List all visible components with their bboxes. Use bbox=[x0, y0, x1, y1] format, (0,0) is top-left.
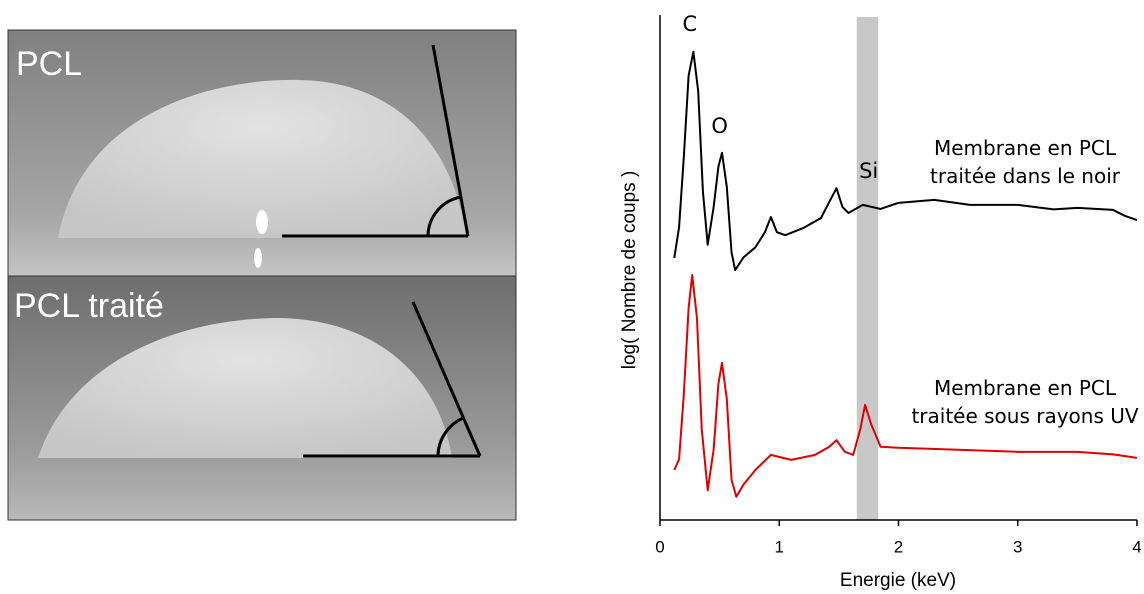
photo-pcl: PCL bbox=[7, 29, 517, 277]
peak-label: Si bbox=[859, 159, 878, 183]
panel-label: PCL bbox=[16, 45, 82, 83]
y-axis-label: log( Nombre de coups ) bbox=[619, 171, 640, 370]
x-tick-label: 0 bbox=[655, 537, 664, 556]
shaded-band bbox=[856, 17, 879, 520]
x-axis-label: Energie (keV) bbox=[840, 570, 956, 591]
x-tick-label: 2 bbox=[894, 537, 903, 556]
spectrum-line bbox=[673, 50, 1138, 272]
peak-label: O bbox=[711, 114, 728, 138]
x-tick-label: 4 bbox=[1132, 537, 1141, 556]
peak-label: C bbox=[682, 12, 697, 36]
spectrum-line bbox=[673, 274, 1138, 498]
panel-label: PCL traité bbox=[14, 287, 164, 325]
photo-pcl-traite: PCL traité bbox=[7, 275, 517, 521]
series-label: Membrane en PCL traitée dans le noir bbox=[930, 136, 1120, 188]
x-tick-label: 3 bbox=[1013, 537, 1022, 556]
series-label: Membrane en PCL traitée sous rayons UV bbox=[911, 376, 1139, 428]
x-tick-label: 1 bbox=[775, 537, 784, 556]
